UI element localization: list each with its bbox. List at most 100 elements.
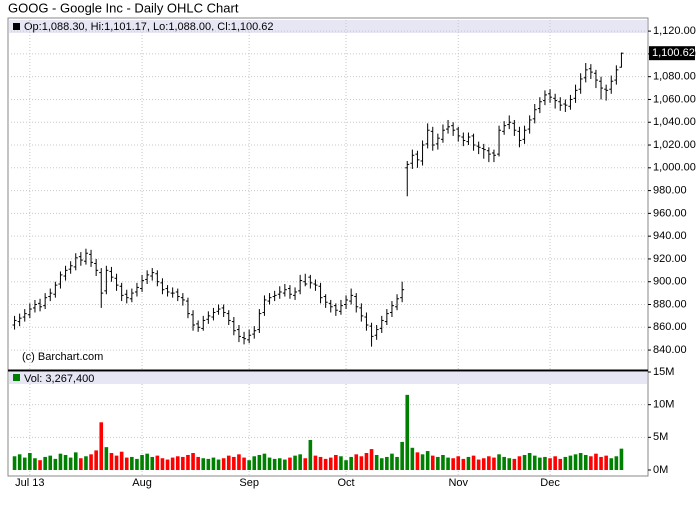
volume-bar bbox=[283, 459, 287, 470]
volume-bar bbox=[94, 450, 98, 470]
volume-bar bbox=[522, 454, 527, 470]
volume-bar bbox=[328, 457, 333, 470]
y-tick-label: 980.00 bbox=[653, 184, 687, 196]
volume-bar bbox=[573, 454, 578, 470]
frame bbox=[7, 17, 649, 477]
x-tick-label: Oct bbox=[337, 477, 354, 489]
volume-bar bbox=[303, 458, 308, 470]
volume-bar bbox=[334, 454, 338, 470]
volume-bar bbox=[109, 453, 114, 470]
volume-bar bbox=[466, 456, 471, 470]
volume-bar bbox=[451, 458, 455, 470]
volume-bar bbox=[53, 458, 58, 470]
last-price-box bbox=[649, 46, 695, 61]
volume-bar bbox=[385, 456, 389, 470]
volume-bar bbox=[38, 460, 42, 470]
volume-bar bbox=[619, 448, 624, 470]
x-tick-label: Jul 13 bbox=[15, 477, 44, 489]
volume-bar bbox=[17, 454, 22, 470]
volume-bar bbox=[155, 455, 160, 470]
volume-bar bbox=[578, 453, 583, 470]
volume-bar bbox=[272, 458, 277, 470]
volume-bar bbox=[206, 458, 211, 470]
volume-legend-box bbox=[13, 374, 20, 381]
volume-bar bbox=[599, 456, 603, 470]
y-tick-label: 1,000.00 bbox=[653, 162, 696, 174]
volume-bar bbox=[160, 458, 165, 470]
volume-bar bbox=[369, 449, 374, 470]
volume-bar bbox=[247, 460, 251, 470]
price-legend-box bbox=[13, 23, 20, 30]
volume-bar bbox=[257, 454, 262, 470]
volume-bar bbox=[461, 458, 466, 470]
volume-bar bbox=[22, 457, 27, 470]
volume-bar bbox=[543, 456, 547, 470]
volume-bar bbox=[135, 458, 139, 470]
volume-bar bbox=[548, 458, 552, 470]
volume-bar bbox=[175, 456, 180, 470]
volume-bar bbox=[379, 458, 384, 470]
volume-bar bbox=[507, 458, 512, 470]
volume-bar bbox=[12, 456, 17, 470]
y-tick-label: 920.00 bbox=[653, 253, 687, 265]
x-tick-label: Aug bbox=[132, 477, 152, 489]
volume-bar bbox=[349, 456, 353, 470]
volume-bar bbox=[415, 452, 420, 470]
volume-bar bbox=[497, 454, 501, 470]
volume-bar bbox=[395, 456, 399, 470]
volume-bar bbox=[512, 458, 517, 470]
volume-bar bbox=[390, 453, 394, 470]
volume-bar bbox=[181, 456, 185, 470]
volume-bar bbox=[201, 458, 206, 470]
volume-bar bbox=[84, 456, 88, 470]
volume-bar bbox=[583, 454, 588, 470]
volume-bar bbox=[99, 422, 104, 470]
last-price-label: 1,100.62 bbox=[652, 47, 695, 59]
volume-bar bbox=[359, 456, 364, 470]
volume-bar bbox=[288, 457, 292, 470]
volume-bar bbox=[471, 455, 476, 470]
y-tick-label: 1,020.00 bbox=[653, 139, 696, 151]
volume-bar bbox=[410, 447, 415, 470]
volume-bar bbox=[553, 456, 557, 470]
volume-bar bbox=[48, 455, 53, 470]
volume-bar bbox=[237, 454, 241, 470]
y-tick-label: 880.00 bbox=[653, 298, 687, 310]
volume-bar bbox=[104, 447, 109, 470]
volume-bar bbox=[89, 454, 93, 470]
volume-bar bbox=[196, 456, 200, 470]
volume-bar bbox=[487, 456, 491, 470]
y-tick-label: 1,080.00 bbox=[653, 71, 696, 83]
volume-bar bbox=[124, 457, 129, 470]
volume-bar bbox=[476, 459, 481, 470]
volume-bar bbox=[527, 453, 532, 470]
volume-bar bbox=[277, 458, 282, 470]
volume-bar bbox=[150, 456, 155, 470]
volume-bar bbox=[313, 455, 318, 470]
volume-bar bbox=[532, 455, 537, 470]
volume-bar bbox=[323, 458, 328, 470]
y-tick-label: 15M bbox=[653, 366, 674, 378]
volume-bar bbox=[405, 394, 410, 470]
volume-bar bbox=[226, 455, 231, 470]
volume-bar bbox=[298, 454, 302, 470]
y-tick-label: 1,120.00 bbox=[653, 25, 696, 37]
x-tick-label: Sep bbox=[239, 477, 259, 489]
volume-bar bbox=[425, 451, 430, 470]
volume-bar bbox=[614, 456, 619, 470]
volume-bar bbox=[558, 458, 563, 470]
volume-info: Vol: 3,267,400 bbox=[24, 373, 94, 385]
credit: (c) Barchart.com bbox=[22, 351, 103, 363]
volume-bar bbox=[563, 456, 568, 470]
volume-bar bbox=[43, 456, 47, 470]
volume-bar bbox=[318, 456, 323, 470]
volume-bar bbox=[446, 457, 450, 470]
volume-bar bbox=[186, 454, 190, 470]
volume-bar bbox=[232, 456, 236, 470]
y-tick-label: 1,060.00 bbox=[653, 93, 696, 105]
volume-bar bbox=[73, 452, 78, 470]
volume-bar bbox=[33, 458, 37, 470]
volume-bar bbox=[165, 459, 170, 470]
volume-bar bbox=[609, 458, 614, 470]
